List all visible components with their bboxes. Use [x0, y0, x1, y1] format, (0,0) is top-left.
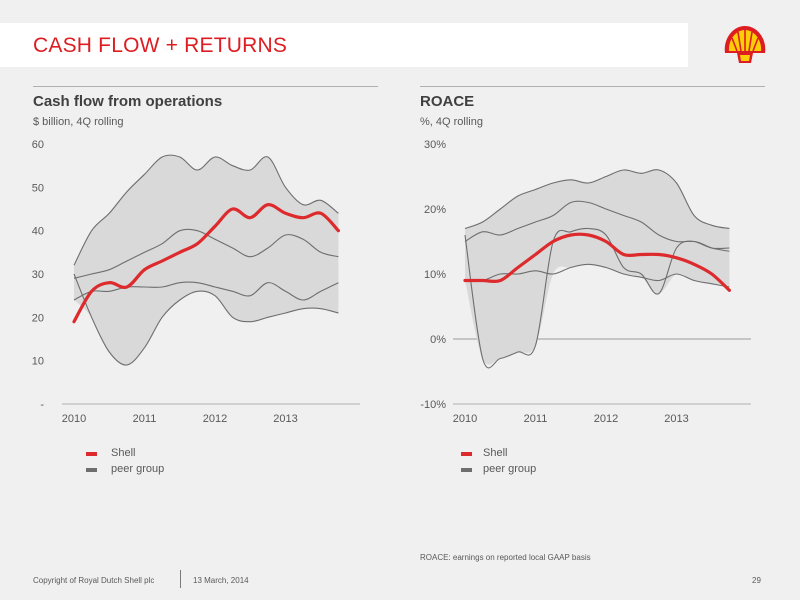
peer-series-line-1	[73, 154, 339, 266]
page-number: 29	[752, 576, 761, 585]
left-chart-subtitle: $ billion, 4Q rolling	[33, 116, 124, 128]
left-chart-title: Cash flow from operations	[33, 93, 223, 110]
footer-divider	[180, 570, 181, 588]
cash-flow-chart: - 10 20 30 40 50 60 2010 2011 2012 2013	[32, 139, 360, 425]
y-tick-label: 0%	[430, 334, 446, 346]
y-tick-label: 40	[32, 226, 44, 238]
footer-copyright: Copyright of Royal Dutch Shell plc	[33, 576, 155, 585]
left-legend-shell-label: Shell	[111, 447, 136, 459]
y-tick-label: 50	[32, 182, 44, 194]
peer-series-line-4	[464, 227, 730, 369]
x-tick-label: 2013	[273, 413, 297, 425]
x-tick-label: 2010	[62, 413, 86, 425]
y-tick-label: -10%	[420, 399, 446, 411]
peer-series-line-1	[464, 169, 730, 230]
roace-chart: -10% 0% 10% 20% 30% 2010 2011 2012 2013	[420, 139, 751, 425]
x-tick-label: 2013	[664, 413, 688, 425]
x-tick-label: 2012	[203, 413, 227, 425]
x-tick-label: 2011	[524, 413, 548, 425]
title-bar	[0, 23, 688, 67]
left-legend-peer-swatch	[86, 468, 97, 472]
shell-series-line	[72, 203, 340, 324]
y-tick-label: 30	[32, 269, 44, 281]
page-title: CASH FLOW + RETURNS	[33, 34, 288, 57]
right-legend-peer-label: peer group	[483, 463, 537, 475]
left-legend-peer-label: peer group	[111, 463, 165, 475]
y-tick-label: -	[40, 399, 44, 411]
peer-range-band	[74, 155, 339, 366]
shell-pecten-logo-icon	[724, 26, 766, 63]
right-chart-rule	[420, 86, 765, 87]
right-chart-subtitle: %, 4Q rolling	[420, 116, 483, 128]
left-legend-shell-swatch	[86, 452, 97, 456]
y-tick-label: 10	[32, 356, 44, 368]
x-tick-label: 2010	[453, 413, 477, 425]
y-tick-label: 60	[32, 139, 44, 151]
footnote: ROACE: earnings on reported local GAAP b…	[420, 553, 591, 562]
right-chart-title: ROACE	[420, 93, 475, 110]
peer-series-line-4	[73, 273, 339, 366]
y-tick-label: 10%	[424, 269, 446, 281]
footer-date: 13 March, 2014	[193, 576, 249, 585]
y-tick-label: 30%	[424, 139, 446, 151]
y-tick-label: 20	[32, 312, 44, 324]
peer-series-line-3	[73, 281, 339, 301]
x-tick-label: 2012	[594, 413, 618, 425]
y-tick-label: 20%	[424, 204, 446, 216]
peer-range-band	[465, 169, 730, 365]
right-legend-shell-swatch	[461, 452, 472, 456]
right-legend-shell-label: Shell	[483, 447, 508, 459]
right-legend-peer-swatch	[461, 468, 472, 472]
shell-series-line	[463, 232, 731, 292]
x-tick-label: 2011	[133, 413, 157, 425]
left-chart-rule	[33, 86, 378, 87]
